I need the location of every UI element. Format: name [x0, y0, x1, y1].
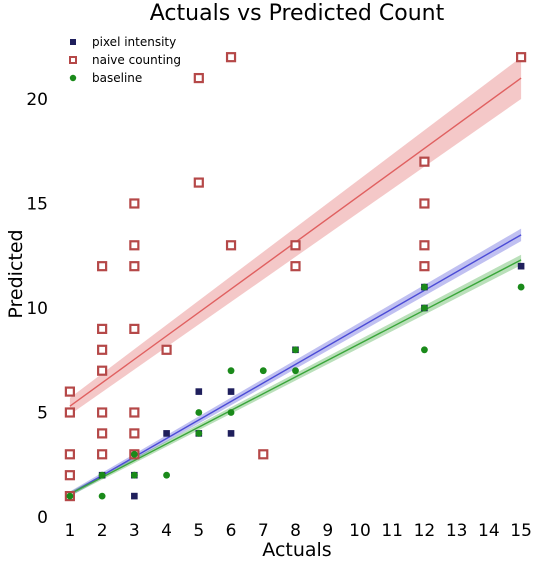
chart-title: Actuals vs Predicted Count [150, 1, 445, 26]
point-pixel-intensity [131, 492, 138, 500]
point-naive-counting [97, 344, 108, 355]
point-naive-counting [193, 177, 204, 188]
x-tick-label: 5 [193, 521, 204, 541]
point-baseline [292, 367, 299, 375]
point-naive-counting [97, 407, 108, 418]
point-baseline [66, 492, 74, 500]
point-pixel-intensity [517, 262, 525, 270]
x-tick-label: 1 [64, 521, 75, 541]
legend-label-pixel-intensity: pixel intensity [92, 35, 176, 49]
point-baseline [421, 346, 428, 354]
point-naive-counting [225, 240, 237, 251]
point-naive-counting [129, 323, 140, 334]
point-pixel-intensity [227, 388, 235, 395]
point-naive-counting [97, 261, 108, 272]
x-tick-label: 8 [290, 521, 301, 541]
x-tick-label: 12 [414, 521, 436, 541]
point-naive-counting [258, 449, 269, 460]
x-tick-label: 14 [478, 521, 500, 541]
x-axis-ticks: 1 2 3 4 5 6 7 8 9 10 11 12 13 14 15 [64, 521, 531, 541]
x-axis-label: Actuals [262, 539, 331, 561]
point-naive-counting [161, 344, 172, 355]
y-tick-label: 15 [26, 194, 48, 214]
legend-marker-baseline [69, 74, 77, 82]
data-points [64, 52, 527, 502]
plot-area [57, 30, 534, 517]
point-baseline [517, 283, 525, 291]
point-naive-counting [419, 198, 430, 209]
point-naive-counting [419, 156, 430, 167]
y-axis-ticks: 0 5 10 15 20 [26, 90, 48, 528]
point-naive-counting [225, 52, 237, 63]
point-naive-counting [419, 240, 430, 251]
point-naive-counting [97, 449, 108, 460]
point-naive-counting [64, 470, 75, 481]
x-tick-label: 7 [258, 521, 269, 541]
point-baseline [421, 304, 428, 312]
point-baseline [195, 429, 203, 437]
legend-label-baseline: baseline [92, 71, 142, 85]
point-baseline [195, 409, 203, 416]
point-naive-counting [129, 407, 140, 418]
point-naive-counting [97, 365, 108, 376]
legend-label-naive-counting: naive counting [92, 53, 181, 67]
point-baseline [98, 492, 106, 500]
point-naive-counting [129, 261, 140, 272]
x-tick-label: 9 [322, 521, 333, 541]
point-baseline [98, 471, 106, 479]
x-tick-label: 10 [349, 521, 371, 541]
fit-line-pixel-intensity [69, 234, 522, 495]
point-pixel-intensity [163, 430, 170, 437]
point-naive-counting [64, 449, 75, 460]
x-tick-label: 13 [446, 521, 468, 541]
point-pixel-intensity [195, 388, 203, 395]
y-tick-label: 5 [37, 403, 48, 423]
legend-marker-naive-counting [69, 56, 77, 64]
point-pixel-intensity [227, 430, 235, 437]
point-baseline [130, 471, 138, 479]
point-baseline [421, 283, 428, 291]
point-baseline [227, 367, 235, 375]
point-naive-counting [290, 240, 301, 251]
legend-marker-pixel-intensity [70, 39, 76, 45]
x-tick-label: 11 [381, 521, 403, 541]
y-tick-label: 20 [26, 90, 48, 110]
y-tick-label: 0 [37, 508, 48, 528]
point-naive-counting [97, 428, 108, 439]
y-tick-label: 10 [26, 299, 48, 319]
point-naive-counting [419, 261, 430, 272]
point-naive-counting [193, 72, 204, 84]
point-naive-counting [97, 323, 108, 334]
x-tick-label: 4 [161, 521, 172, 541]
point-naive-counting [290, 261, 301, 272]
point-baseline [227, 409, 235, 416]
x-tick-label: 3 [129, 521, 140, 541]
point-baseline [163, 471, 170, 479]
point-naive-counting [64, 386, 75, 397]
x-tick-label: 15 [510, 521, 532, 541]
point-naive-counting [129, 240, 140, 251]
point-baseline [130, 450, 138, 458]
point-baseline [292, 346, 299, 354]
point-naive-counting [129, 428, 140, 439]
point-baseline [259, 367, 267, 375]
y-axis-label: Predicted [5, 229, 27, 318]
point-naive-counting [64, 407, 75, 418]
confidence-band-naive-counting [69, 57, 522, 415]
x-tick-label: 6 [226, 521, 237, 541]
fit-line-baseline [69, 259, 522, 495]
point-naive-counting [129, 198, 140, 209]
point-naive-counting [516, 52, 527, 63]
x-tick-label: 2 [97, 521, 108, 541]
legend: pixel intensity naive counting baseline [69, 35, 181, 85]
